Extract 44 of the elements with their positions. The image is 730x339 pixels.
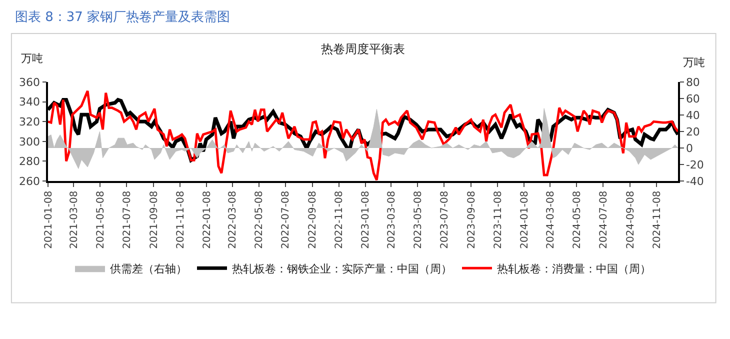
x-tick-label: 2022-03-08 <box>228 190 239 249</box>
y2-tick-label: 60 <box>686 92 700 106</box>
x-tick-label: 2023-07-08 <box>439 190 450 249</box>
y2-tick-label: -40 <box>686 174 704 188</box>
x-tick-label: 2024-07-08 <box>598 190 610 249</box>
y2-axis-title: 万吨 <box>683 56 705 69</box>
x-tick-label: 2024-11-08 <box>652 190 663 249</box>
chart-subtitle: 热卷周度平衡表 <box>321 42 405 56</box>
legend-label: 供需差（右轴） <box>110 262 187 276</box>
y-tick-label: 300 <box>19 135 40 148</box>
x-tick-label: 2021-03-08 <box>68 190 80 249</box>
x-tick-label: 2023-11-08 <box>492 190 504 249</box>
y-tick-label: 360 <box>19 76 40 89</box>
legend-label: 热轧板卷：消费量：中国（周） <box>497 262 651 276</box>
y2-tick-label: 80 <box>686 76 700 89</box>
x-tick-label: 2021-07-08 <box>122 190 133 249</box>
y2-tick-label: -20 <box>686 158 704 172</box>
x-tick-label: 2022-05-08 <box>254 190 266 249</box>
x-tick-label: 2023-03-08 <box>386 190 398 249</box>
y2-tick-label: 40 <box>686 108 700 122</box>
y-tick-label: 260 <box>19 174 40 188</box>
x-tick-label: 2024-01-08 <box>519 190 530 249</box>
y-tick-label: 340 <box>19 96 40 109</box>
x-tick-label: 2024-05-08 <box>572 190 583 249</box>
y-axis-title: 万吨 <box>21 52 43 65</box>
x-tick-label: 2022-11-08 <box>334 190 346 249</box>
x-tick-label: 2023-01-08 <box>360 190 372 249</box>
x-tick-label: 2023-05-08 <box>412 190 424 249</box>
x-tick-label: 2021-11-08 <box>175 190 186 249</box>
x-tick-label: 2022-01-08 <box>202 190 213 249</box>
y2-tick-label: 0 <box>686 142 693 155</box>
y-tick-label: 280 <box>19 155 40 168</box>
x-tick-label: 2022-09-08 <box>308 190 319 249</box>
legend-label: 热轧板卷：钢铁企业：实际产量：中国（周） <box>232 262 452 276</box>
x-tick-label: 2024-09-08 <box>625 190 636 249</box>
y-tick-label: 320 <box>19 115 40 128</box>
x-tick-label: 2023-09-08 <box>466 190 478 249</box>
x-tick-label: 2021-09-08 <box>148 190 160 249</box>
x-tick-label: 2024-03-08 <box>545 190 556 249</box>
y2-tick-label: 20 <box>686 125 700 138</box>
x-tick-label: 2022-07-08 <box>280 190 292 249</box>
x-tick-label: 2021-01-08 <box>43 190 54 249</box>
x-tick-label: 2021-05-08 <box>95 190 106 249</box>
chart-title: 图表 8：37 家钢厂热卷产量及表需图 <box>15 9 230 25</box>
